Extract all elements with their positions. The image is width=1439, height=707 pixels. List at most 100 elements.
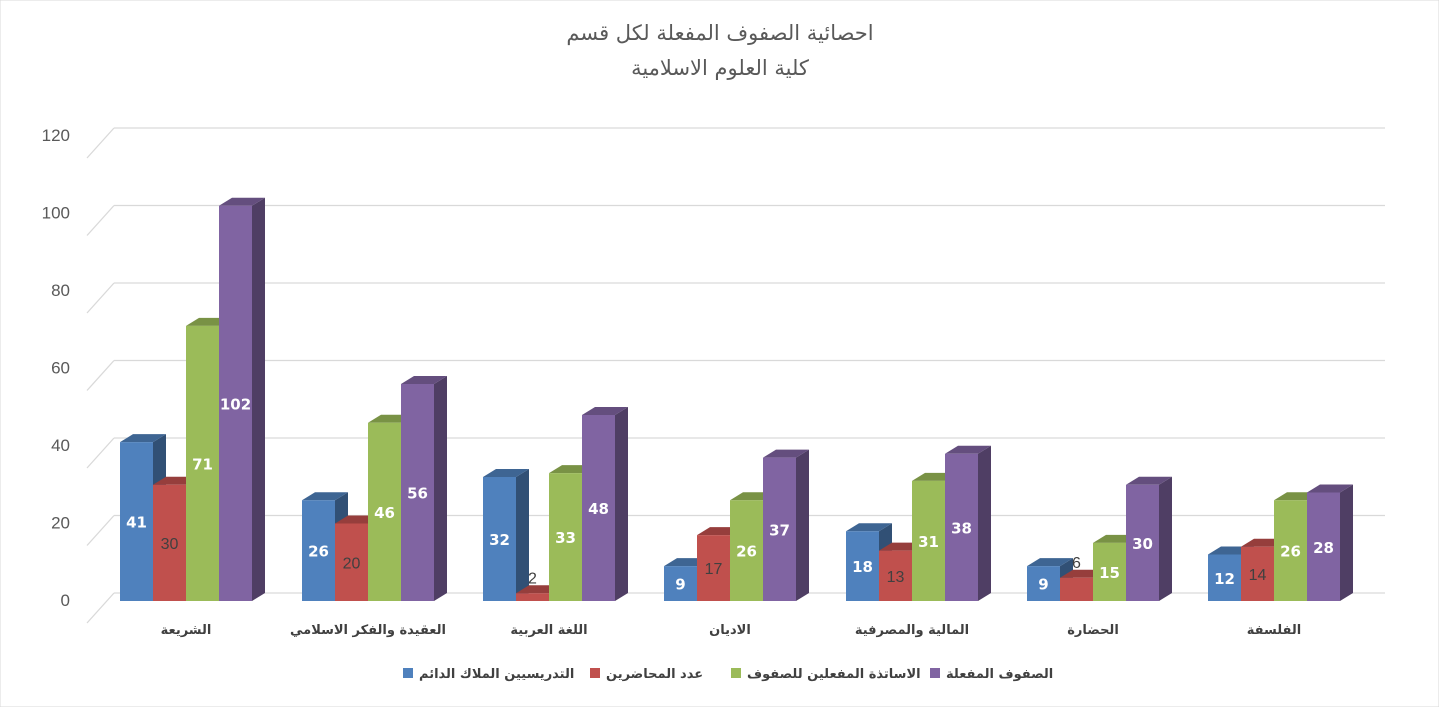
x-category-label: اللغة العربية bbox=[510, 623, 587, 638]
y-tick-label: 80 bbox=[51, 281, 70, 300]
bar-front bbox=[912, 480, 945, 601]
bar-front bbox=[219, 205, 252, 601]
bar-front bbox=[1060, 577, 1093, 601]
bar-front bbox=[664, 566, 697, 601]
chart-title-line-1: احصائية الصفوف المفعلة لكل قسم bbox=[566, 21, 873, 46]
bar-value-label: 14 bbox=[1249, 567, 1267, 584]
data-labels: 41 30 71 102 26 20 46 56 32 2 33 48 9 17 26 37 18 13 31 38 9… bbox=[126, 395, 1334, 593]
bar-side bbox=[1340, 484, 1353, 601]
bar-value-label: 15 bbox=[1099, 564, 1120, 582]
bar-top bbox=[120, 434, 166, 443]
legend-swatch bbox=[590, 668, 600, 678]
y-tick-label: 120 bbox=[42, 126, 70, 145]
x-category-label: العقيدة والفكر الاسلامي bbox=[290, 623, 446, 638]
bar-value-label: 9 bbox=[675, 576, 685, 594]
legend-entry: عدد المحاضرين bbox=[590, 667, 703, 682]
gridline-depth bbox=[86, 360, 115, 391]
legend-entry: التدريسيين الملاك الدائم bbox=[403, 667, 574, 682]
bar-front bbox=[730, 500, 763, 601]
legend-swatch bbox=[930, 668, 940, 678]
bar-value-label: 31 bbox=[918, 533, 939, 551]
gridline-depth bbox=[86, 205, 115, 236]
bar-value-label: 30 bbox=[1132, 535, 1153, 553]
bar-value-label: 46 bbox=[374, 504, 395, 522]
bar bbox=[483, 469, 529, 601]
bar-value-label: 12 bbox=[1214, 570, 1235, 588]
bar-top bbox=[219, 197, 265, 206]
bar-top bbox=[302, 492, 348, 501]
bar-front bbox=[120, 442, 153, 601]
x-category-label: الاديان bbox=[709, 623, 751, 638]
bar-value-label: 26 bbox=[308, 543, 329, 561]
x-category-label: الحضارة bbox=[1067, 623, 1119, 638]
y-tick-label: 40 bbox=[51, 436, 70, 455]
legend-label: التدريسيين الملاك الدائم bbox=[419, 667, 574, 682]
bar-front bbox=[1027, 566, 1060, 601]
bar-value-label: 41 bbox=[126, 514, 147, 532]
bar-front bbox=[1208, 554, 1241, 601]
bar-side bbox=[516, 469, 529, 601]
bar-side bbox=[978, 445, 991, 601]
legend-swatch bbox=[731, 668, 741, 678]
bar-value-label: 9 bbox=[1038, 576, 1048, 594]
gridline-depth bbox=[86, 282, 115, 314]
bar-value-label: 6 bbox=[1072, 555, 1081, 572]
bar-side bbox=[434, 376, 447, 601]
y-tick-label: 60 bbox=[51, 359, 70, 378]
bar-front bbox=[549, 473, 582, 601]
bar-front bbox=[335, 523, 368, 601]
gridline-depth bbox=[86, 515, 115, 546]
bar-top bbox=[401, 376, 447, 384]
x-category-label: الشريعة bbox=[161, 623, 212, 638]
bar-value-label: 26 bbox=[1280, 543, 1301, 561]
bar-front bbox=[1241, 546, 1274, 601]
bars bbox=[120, 197, 1353, 601]
bar-top bbox=[1307, 484, 1353, 493]
bar-value-label: 71 bbox=[192, 455, 213, 473]
bar-value-label: 32 bbox=[489, 531, 510, 549]
x-axis-categories: الشريعة العقيدة والفكر الاسلامي اللغة العر… bbox=[161, 623, 1302, 638]
bar-value-label: 38 bbox=[951, 519, 972, 537]
bar-value-label: 26 bbox=[736, 543, 757, 561]
bar-top bbox=[763, 449, 809, 458]
bar-value-label: 18 bbox=[852, 558, 873, 576]
bar-front bbox=[483, 477, 516, 601]
bar-side bbox=[615, 407, 628, 601]
bar-front bbox=[879, 550, 912, 601]
bar-front bbox=[846, 531, 879, 601]
bar-front bbox=[1307, 492, 1340, 601]
bar bbox=[763, 449, 809, 601]
legend-label: عدد المحاضرين bbox=[606, 667, 703, 682]
bar-value-label: 30 bbox=[161, 536, 179, 553]
y-axis-ticks: 0 20 40 60 80 100 120 bbox=[42, 126, 70, 610]
bar-value-label: 37 bbox=[769, 521, 790, 539]
bar-top bbox=[1027, 558, 1073, 567]
bar-top bbox=[582, 407, 628, 415]
bar-value-label: 48 bbox=[588, 500, 609, 518]
bar-side bbox=[1159, 476, 1172, 601]
bar bbox=[945, 445, 991, 601]
bar-front bbox=[153, 484, 186, 601]
bar-value-label: 28 bbox=[1313, 539, 1334, 557]
y-tick-label: 20 bbox=[51, 514, 70, 533]
bar-value-label: 102 bbox=[220, 395, 251, 413]
bar-value-label: 56 bbox=[407, 485, 428, 503]
y-tick-label: 100 bbox=[42, 204, 70, 223]
gridline-depth bbox=[86, 437, 115, 469]
bar-front bbox=[516, 593, 549, 601]
bar-value-label: 13 bbox=[887, 569, 905, 586]
bar bbox=[1307, 484, 1353, 601]
bar-front bbox=[368, 422, 401, 601]
bar bbox=[401, 376, 447, 601]
legend: التدريسيين الملاك الدائم عدد المحاضرين الا… bbox=[403, 667, 1053, 682]
x-category-label: المالية والمصرفية bbox=[855, 623, 969, 638]
legend-label: الاساتذة المفعلين للصفوف bbox=[747, 667, 921, 682]
bar-front bbox=[401, 384, 434, 601]
bar-value-label: 33 bbox=[555, 529, 576, 547]
bar-front bbox=[302, 500, 335, 601]
legend-label: الصفوف المفعلة bbox=[946, 667, 1053, 682]
chart-title-line-2: كلية العلوم الاسلامية bbox=[631, 56, 809, 80]
bar-front bbox=[186, 325, 219, 601]
bar-side bbox=[796, 449, 809, 601]
